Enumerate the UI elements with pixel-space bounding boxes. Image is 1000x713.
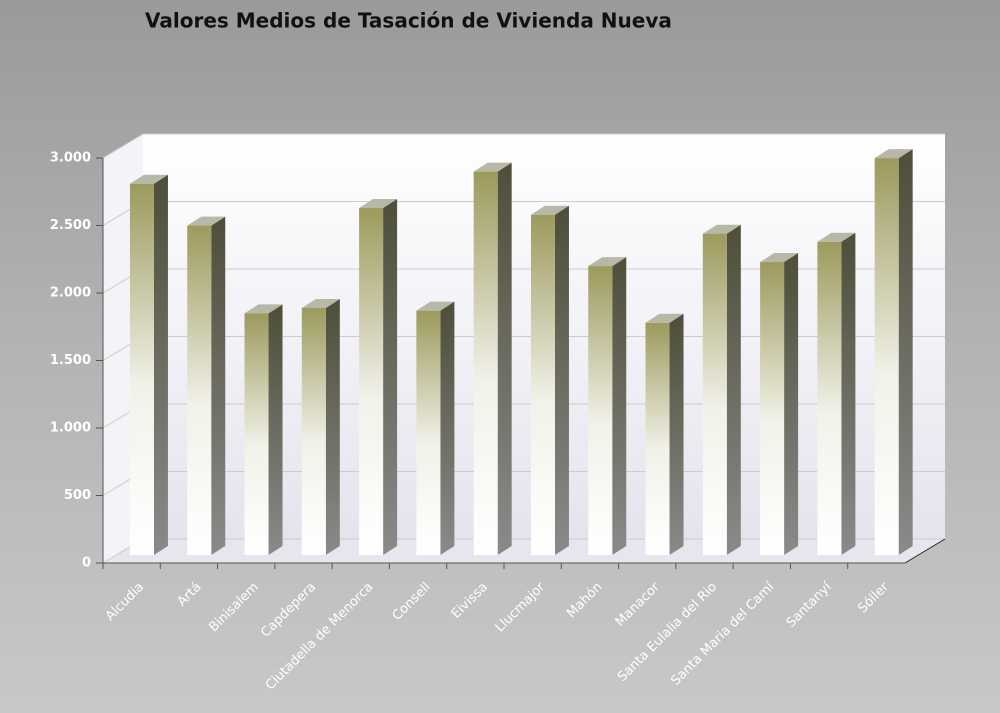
bar-top	[301, 298, 340, 308]
bar	[473, 171, 498, 555]
bar-side	[898, 149, 913, 555]
bar-top	[645, 313, 684, 323]
bar-side	[497, 162, 512, 555]
bar	[588, 266, 613, 555]
y-tick-label: 2.000	[50, 286, 91, 301]
y-tick-label: 1.000	[50, 421, 91, 436]
bar-top	[129, 174, 168, 184]
bar-top	[817, 232, 856, 242]
bar	[187, 225, 212, 555]
bar-side	[784, 253, 799, 556]
x-axis-depth	[904, 538, 946, 564]
bar-side	[268, 304, 283, 555]
bar	[817, 241, 842, 556]
y-tick-label: 2.500	[50, 218, 91, 233]
chart-title: Valores Medios de Tasación de Vivienda N…	[145, 9, 672, 33]
bar	[244, 313, 269, 555]
bar-side	[325, 298, 340, 555]
bar-top	[473, 162, 512, 172]
bar	[760, 262, 785, 555]
bar-top	[588, 257, 627, 267]
bar	[129, 183, 154, 555]
bar-top	[187, 216, 226, 226]
bar-side	[669, 313, 684, 555]
bar	[645, 322, 670, 555]
bar-side	[726, 224, 741, 555]
bar	[301, 307, 326, 555]
bar	[359, 208, 384, 556]
bar	[530, 214, 555, 556]
grid-line	[102, 133, 144, 159]
bar-side	[841, 232, 856, 556]
y-tick-label: 1.500	[50, 353, 91, 368]
bar-top	[359, 199, 398, 209]
bar-top	[244, 304, 283, 314]
bar-side	[153, 174, 168, 555]
bar	[416, 310, 441, 555]
bar-side	[612, 257, 627, 555]
bar-side	[383, 199, 398, 556]
bar-top	[874, 149, 913, 159]
bar-top	[530, 205, 569, 215]
bar-top	[702, 224, 741, 234]
bar	[874, 158, 899, 555]
bar-top	[416, 301, 455, 311]
bar-top	[760, 253, 799, 263]
bar-side	[554, 205, 569, 556]
y-tick-label: 500	[64, 488, 91, 503]
bar-side	[440, 301, 455, 555]
y-tick-label: 0	[82, 556, 91, 571]
y-tick-label: 3.000	[50, 151, 91, 166]
bar	[702, 233, 727, 555]
bar-side	[211, 216, 226, 555]
